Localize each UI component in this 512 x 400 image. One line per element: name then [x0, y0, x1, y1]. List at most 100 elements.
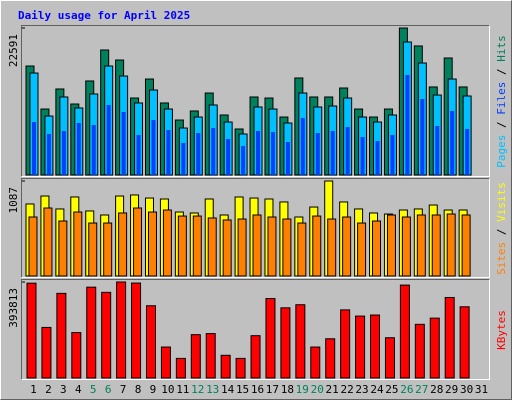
bar: [315, 133, 320, 175]
bar: [76, 123, 81, 175]
x-tick-label: 7: [120, 383, 127, 396]
bar: [121, 112, 126, 175]
bar: [420, 98, 425, 175]
bar: [145, 305, 156, 379]
x-tick-label: 1: [30, 383, 37, 396]
bar: [450, 110, 455, 175]
bar: [106, 104, 111, 175]
x-tick-label: 12: [191, 383, 204, 396]
bar: [310, 346, 321, 379]
bar: [28, 216, 38, 277]
bar: [103, 222, 113, 277]
x-tick-label: 17: [266, 383, 279, 396]
bar: [300, 117, 305, 175]
y-tick-label: 393813: [7, 288, 20, 328]
y-tick-label: 1087: [7, 187, 20, 214]
legend: Pages / Files / Hits: [495, 35, 508, 168]
bar: [416, 214, 426, 277]
bar: [355, 315, 366, 379]
x-tick-label: 21: [326, 383, 339, 396]
bar: [384, 337, 395, 379]
bar: [192, 215, 202, 277]
bar: [235, 357, 246, 379]
x-tick-label: 2: [45, 383, 52, 396]
bar: [88, 222, 98, 277]
legend-separator: /: [495, 62, 508, 82]
bar: [372, 220, 382, 277]
bar: [340, 309, 351, 379]
bar: [26, 282, 37, 379]
bar: [342, 216, 352, 277]
plot-bevel-dark: [21, 178, 490, 278]
x-tick-label: 22: [340, 383, 353, 396]
legend-entry: Pages: [495, 135, 508, 168]
bar: [280, 307, 291, 379]
bar: [211, 128, 216, 175]
bar: [325, 338, 336, 379]
bar: [116, 281, 127, 379]
bar: [250, 335, 261, 379]
bar: [43, 207, 53, 277]
bar: [399, 284, 410, 379]
bar: [461, 214, 471, 277]
legend: KBytes: [495, 310, 508, 350]
x-tick-label: 29: [445, 383, 458, 396]
legend-entry: KBytes: [495, 310, 508, 350]
bar: [345, 127, 350, 175]
x-tick-label: 14: [221, 383, 235, 396]
x-tick-label: 4: [75, 383, 82, 396]
x-tick-label: 8: [135, 383, 142, 396]
x-tick-label: 11: [176, 383, 189, 396]
legend: Sites / Visits: [495, 182, 508, 275]
bar: [207, 217, 217, 277]
plot-bevel-light: [21, 25, 490, 177]
x-tick-label: 5: [90, 383, 97, 396]
bar: [241, 145, 246, 175]
bar: [312, 215, 322, 277]
bar: [86, 286, 97, 379]
bar: [360, 136, 365, 175]
x-tick-label: 20: [311, 383, 324, 396]
bar: [41, 326, 52, 379]
bar: [133, 207, 143, 277]
bar: [237, 218, 247, 277]
bar: [375, 141, 380, 175]
bar: [295, 304, 306, 379]
bar: [256, 131, 261, 175]
x-tick-label: 25: [385, 383, 398, 396]
plot-bevel-light: [21, 178, 490, 278]
bar: [431, 214, 441, 277]
plot-bevel-dark: [21, 25, 490, 177]
bar: [297, 222, 307, 277]
bar: [160, 346, 171, 379]
bar: [118, 212, 128, 277]
bar: [190, 334, 201, 379]
legend-separator: /: [495, 222, 508, 242]
chart-title: Daily usage for April 2025: [18, 9, 190, 22]
bar: [465, 128, 470, 175]
y-tick-label: 22591: [7, 34, 20, 67]
bar: [162, 209, 172, 277]
bar: [435, 126, 440, 175]
bar: [414, 323, 425, 379]
bar: [270, 131, 275, 175]
legend-separator: /: [495, 115, 508, 135]
x-tick-label: 10: [161, 383, 174, 396]
bar: [370, 314, 381, 379]
x-tick-label: 9: [150, 383, 157, 396]
x-tick-label: 31: [475, 383, 488, 396]
bar: [175, 357, 186, 379]
plot-bevel-dark: [21, 279, 490, 380]
bar: [252, 214, 262, 277]
bar: [205, 333, 216, 379]
plot-bevel-light: [21, 279, 490, 380]
bar: [166, 130, 171, 175]
x-tick-label: 27: [415, 383, 428, 396]
bar: [71, 332, 82, 379]
bar: [101, 291, 112, 379]
bar: [32, 122, 36, 175]
bar: [131, 282, 142, 379]
bar: [56, 292, 67, 379]
